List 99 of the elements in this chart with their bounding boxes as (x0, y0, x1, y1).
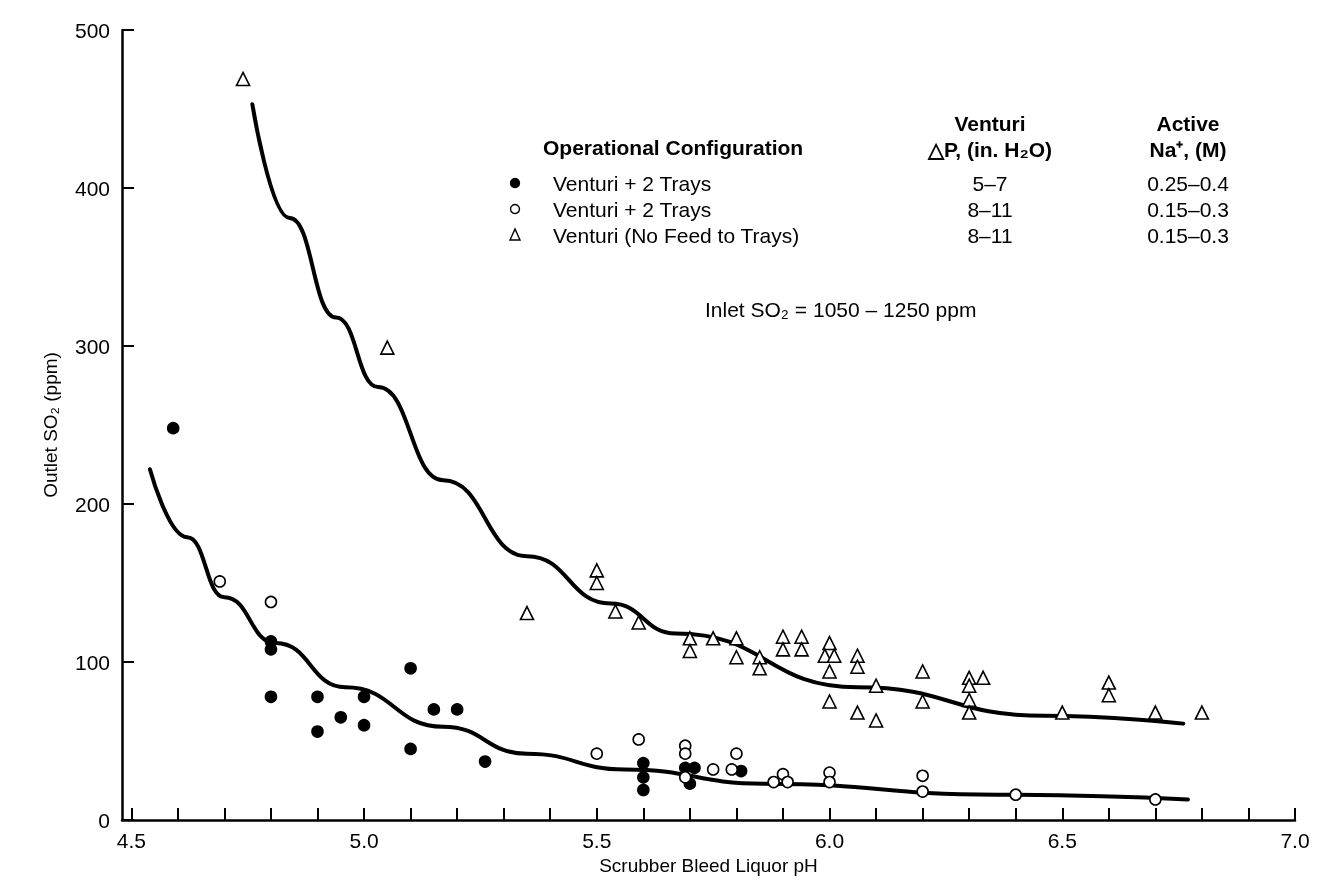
point (637, 756, 650, 770)
point (729, 631, 744, 646)
point (678, 747, 692, 760)
point (608, 604, 623, 619)
point (975, 670, 991, 686)
point (1194, 705, 1210, 720)
y-tick-label: 300 (74, 334, 110, 358)
y-tick-label: 0 (98, 808, 110, 832)
point (1101, 675, 1117, 690)
point (850, 705, 865, 720)
y-axis-title: Outlet SO₂ (ppm) (40, 352, 61, 498)
point (235, 71, 251, 87)
point (794, 642, 809, 657)
point (916, 785, 929, 798)
annotation: 0.15–0.3 (1147, 197, 1229, 221)
point (1054, 705, 1070, 720)
point (1149, 793, 1162, 806)
point (264, 690, 278, 704)
point (478, 755, 492, 768)
x-axis-title: Scrubber Bleed Liquor pH (599, 854, 818, 876)
point (730, 747, 743, 760)
point (357, 690, 371, 704)
point (915, 664, 930, 679)
point (767, 775, 780, 789)
annotation: 0.15–0.3 (1147, 223, 1229, 247)
point (311, 725, 324, 738)
point (961, 692, 977, 708)
point (961, 678, 977, 693)
point (781, 775, 794, 789)
annotation: Active Na⁺, (M) (1149, 111, 1227, 161)
point (729, 649, 744, 665)
legend-label: Venturi + 2 Trays (553, 197, 712, 221)
point (850, 648, 865, 663)
y-tick-label: 100 (74, 650, 110, 674)
legend-label: Venturi + 2 Trays (553, 171, 712, 195)
point (682, 631, 698, 646)
x-tick-label: 7.0 (1280, 829, 1310, 852)
x-tick-label: 6.5 (1047, 829, 1077, 852)
point (450, 703, 464, 716)
point (916, 769, 929, 783)
point (357, 718, 371, 732)
annotation: 8–11 (967, 197, 1013, 221)
annotation: Inlet SO₂ = 1050 – 1250 ppm (705, 297, 977, 321)
x-tick-label: 5.5 (582, 829, 612, 852)
point (213, 575, 227, 588)
point (688, 761, 701, 775)
point (427, 703, 441, 716)
point (822, 664, 837, 679)
point (334, 711, 348, 724)
annotation: 5–7 (972, 171, 1008, 195)
point (775, 642, 791, 657)
point (264, 643, 278, 656)
point (311, 690, 324, 704)
point (404, 742, 417, 756)
point (752, 649, 767, 665)
point (380, 340, 395, 355)
point (682, 643, 698, 659)
y-tick-label: 400 (74, 176, 110, 200)
point (868, 713, 884, 728)
y-tick-label: 200 (74, 492, 110, 516)
x-tick-label: 4.5 (116, 829, 146, 852)
annotation: Venturi △P, (in. H₂O) (926, 111, 1053, 161)
point (725, 763, 739, 776)
point (166, 421, 180, 435)
point (706, 763, 720, 776)
point (752, 661, 767, 676)
point (637, 771, 650, 784)
x-tick-label: 6.0 (814, 829, 845, 852)
point (822, 694, 837, 709)
annotation: 0.25–0.4 (1147, 171, 1230, 195)
point (589, 575, 605, 591)
point (590, 747, 604, 760)
point (822, 635, 837, 651)
point (589, 563, 605, 578)
point (1101, 687, 1117, 703)
y-tick-label: 500 (74, 18, 110, 42)
point (519, 605, 535, 621)
point (632, 733, 645, 746)
point (1148, 705, 1163, 720)
x-tick-label: 5.0 (349, 829, 379, 852)
point (823, 775, 836, 789)
point (826, 648, 842, 663)
point (850, 659, 865, 675)
line-series (147, 467, 1190, 802)
point (868, 678, 884, 693)
point (915, 694, 930, 709)
annotation: 8–11 (967, 223, 1013, 247)
point (961, 705, 977, 720)
point (705, 631, 721, 646)
point (775, 629, 791, 645)
point (678, 771, 692, 784)
legend-title: Operational Configuration (543, 136, 804, 159)
point (404, 662, 417, 675)
legend-label: Venturi (No Feed to Trays) (553, 223, 800, 247)
point (637, 783, 650, 797)
point (794, 629, 809, 645)
point (264, 595, 278, 609)
point (1009, 788, 1023, 802)
point (631, 615, 646, 630)
